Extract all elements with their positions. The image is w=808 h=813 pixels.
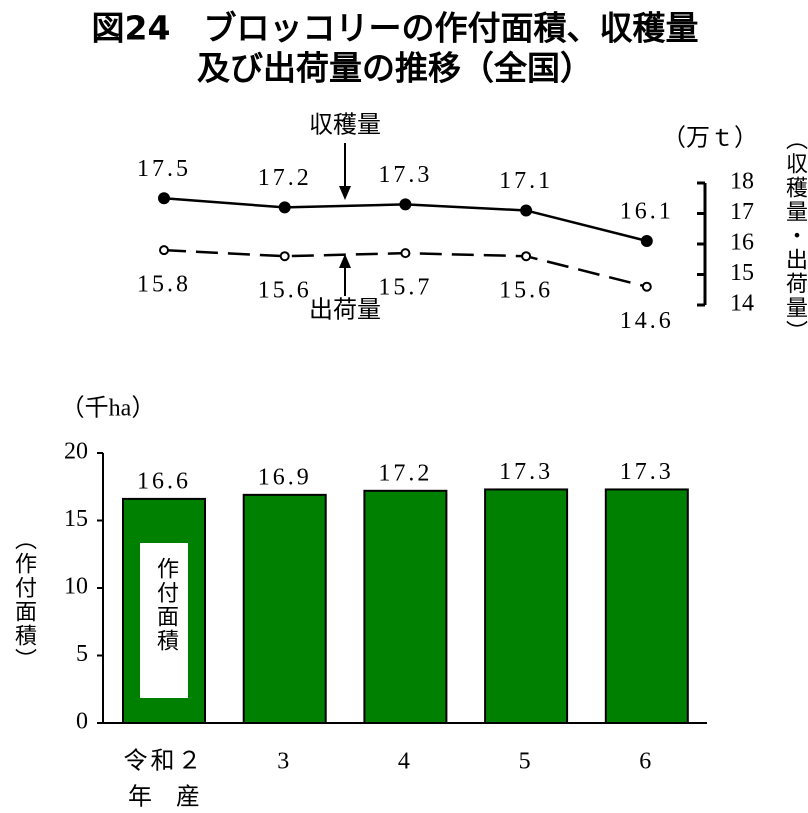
- y-tick-label: 17: [730, 199, 754, 225]
- value-label: 17.2: [258, 165, 312, 191]
- value-label: 14.6: [620, 308, 674, 334]
- value-label: 15.6: [258, 278, 312, 304]
- value-label: 16.1: [620, 198, 674, 224]
- bar: [363, 489, 448, 724]
- y-axis-label: （作付面積）: [12, 528, 37, 672]
- chart-title: 及び出荷量の推移（全国）: [197, 49, 593, 88]
- point: [641, 281, 652, 292]
- point: [520, 204, 533, 217]
- value-label: 17.1: [499, 168, 553, 194]
- y-tick-label: 15: [64, 506, 88, 532]
- x-tick-label: 年 産: [128, 784, 200, 811]
- y-tick-label: 10: [64, 574, 88, 600]
- point: [159, 245, 169, 256]
- y-unit: （万ｔ）: [662, 126, 758, 152]
- y-tick-label: 20: [64, 439, 88, 465]
- series-label: 収穫量: [309, 112, 381, 139]
- y-tick-label: 15: [730, 260, 754, 286]
- x-tick-label: 令和２: [124, 748, 205, 775]
- bar: [242, 493, 327, 724]
- value-label: 16.6: [137, 468, 191, 494]
- x-tick-label: 6: [639, 749, 654, 775]
- series-label: 出荷量: [309, 297, 381, 324]
- y-tick-label: 18: [730, 169, 754, 195]
- bar: [604, 488, 689, 725]
- chart-title: 図24 ブロッコリーの作付面積、収穫量: [92, 9, 699, 48]
- y-tick-label: 16: [730, 230, 754, 256]
- value-label: 15.8: [137, 272, 191, 298]
- point: [279, 251, 290, 262]
- value-label: 17.3: [499, 459, 553, 485]
- point: [158, 192, 170, 205]
- y-axis-label: （収穫量・出荷量）: [783, 128, 808, 344]
- x-tick-label: 3: [277, 749, 292, 775]
- point: [278, 201, 291, 214]
- bar: [484, 488, 569, 725]
- legend-box: [140, 543, 188, 698]
- value-label: 16.9: [258, 464, 312, 490]
- value-label: 15.6: [499, 278, 553, 304]
- arrow-head: [339, 254, 351, 268]
- point: [640, 234, 653, 247]
- y-unit: （千ha）: [61, 395, 156, 422]
- arrow-head: [339, 186, 351, 200]
- x-tick-label: 5: [519, 749, 534, 775]
- y-tick-label: 14: [730, 291, 754, 317]
- point: [399, 198, 412, 211]
- point: [400, 248, 411, 259]
- point: [521, 251, 532, 262]
- x-tick-label: 4: [398, 749, 413, 775]
- value-label: 17.3: [378, 162, 432, 188]
- y-tick-label: 5: [76, 641, 88, 667]
- legend-label: 作付面積: [154, 557, 179, 653]
- y-tick-label: 0: [76, 709, 88, 735]
- value-label: 15.7: [378, 275, 432, 301]
- value-label: 17.5: [137, 156, 191, 182]
- value-label: 17.3: [620, 459, 674, 485]
- value-label: 17.2: [378, 460, 432, 486]
